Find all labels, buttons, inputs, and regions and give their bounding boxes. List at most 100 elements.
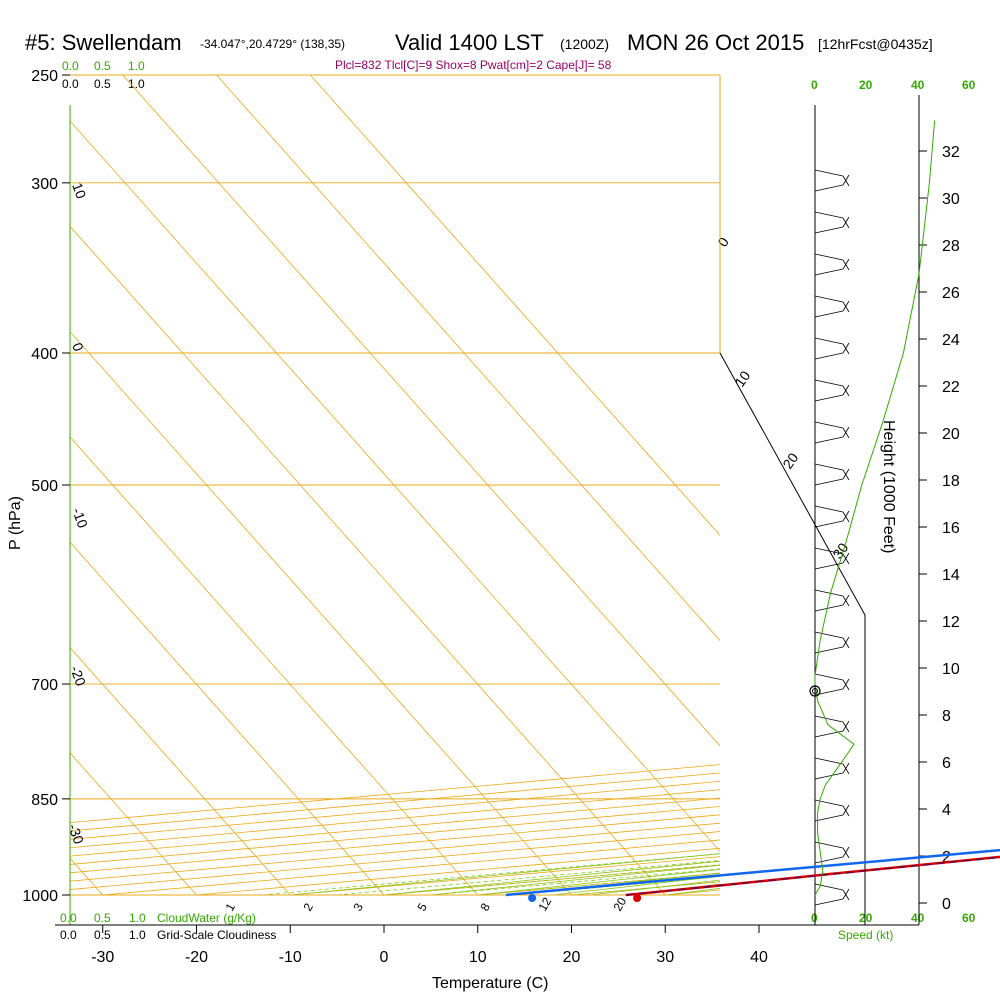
- height-tick-label: 4: [942, 802, 951, 819]
- cloudwater-label: CloudWater (g/Kg): [157, 911, 256, 925]
- cloud-green-b0: 0.0: [60, 911, 77, 925]
- height-tick-label: 26: [942, 285, 960, 302]
- wind-barb: [814, 352, 844, 360]
- wind-barb-flag: [842, 594, 850, 606]
- wind-barb-flag: [842, 343, 850, 355]
- wind-barb: [814, 730, 844, 738]
- wind-barb: [814, 772, 844, 780]
- height-tick-label: 22: [942, 379, 960, 396]
- wind-barb-flag: [842, 300, 850, 312]
- wind-barb: [814, 646, 844, 654]
- x-tick-label: 20: [563, 949, 581, 966]
- x-tick-label: -10: [279, 949, 302, 966]
- isotherm-label: -20: [67, 664, 89, 689]
- wind-barb: [814, 856, 844, 864]
- freezing-level-marker: [809, 685, 821, 697]
- wind-barb-flag: [842, 721, 850, 733]
- wind-barb-flag: [842, 469, 850, 481]
- wind-barb-flag: [842, 552, 850, 564]
- station-coords: -34.047°,20.4729° (138,35): [200, 37, 345, 51]
- mixing-ratio-label: 12: [535, 895, 554, 914]
- x-axis-ticks: -30 -20 -10 0 10 20 30 40: [91, 925, 768, 966]
- cloud-black-b1: 0.5: [94, 928, 111, 942]
- wind-barb-flag: [842, 637, 850, 649]
- y-axis-ticks: 1000 850 700 500 400 300 250: [22, 68, 70, 905]
- wind-barb: [814, 337, 844, 345]
- cloud-black-b2: 1.0: [129, 928, 146, 942]
- height-tick-label: 10: [942, 661, 960, 678]
- wind-barb-flag: [842, 427, 850, 439]
- wind-barb-flag: [842, 888, 850, 900]
- dry-adiabat-line: [70, 646, 291, 895]
- mixing-ratio-line: [515, 876, 720, 895]
- y-tick-label: 850: [31, 792, 58, 809]
- height-tick-label: 18: [942, 473, 960, 490]
- isotherm-label: 20: [779, 450, 801, 472]
- cloud-scale-bottom: 0.0 0.5 1.0 CloudWater (g/Kg) 0.0 0.5 1.…: [60, 911, 276, 942]
- mixing-ratio-line: [477, 872, 720, 895]
- wind-barb: [814, 589, 844, 597]
- wind-barb: [814, 547, 844, 555]
- height-tick-label: 30: [942, 191, 960, 208]
- mixing-ratio-labels: 1 2 3 5 8 12 20: [222, 895, 629, 914]
- wind-barb: [814, 436, 844, 444]
- wind-barb-flag: [842, 301, 850, 313]
- x-tick-label: 0: [380, 949, 389, 966]
- wind-barb-flag: [842, 636, 850, 648]
- wind-barb-flag: [842, 468, 850, 480]
- speed-tick-top-0: 0: [811, 78, 818, 92]
- wind-barb-flag: [842, 889, 850, 901]
- wind-barb: [814, 631, 844, 639]
- x-tick-label: -30: [91, 949, 114, 966]
- height-tick-label: 12: [942, 614, 960, 631]
- speed-tick-bot-1: 20: [859, 911, 873, 925]
- cloud-black-0: 0.0: [62, 77, 79, 91]
- wind-barb-flag: [842, 384, 850, 396]
- stability-indices: Plcl=832 Tlcl[C]=9 Shox=8 Pwat[cm]=2 Cap…: [335, 58, 612, 72]
- wind-barb: [814, 463, 844, 471]
- wind-barb: [814, 505, 844, 513]
- cloud-green-2: 1.0: [128, 59, 145, 73]
- dry-adiabat-line: [70, 752, 197, 895]
- cloudiness-label: Grid-Scale Cloudiness: [157, 928, 276, 942]
- height-tick-label: 16: [942, 520, 960, 537]
- isobar-lines: [70, 74, 720, 896]
- height-tick-label: 14: [942, 567, 960, 584]
- cloud-scale-top: 0.0 0.5 1.0 0.0 0.5 1.0: [62, 59, 145, 91]
- dry-adiabat-line: [0, 75, 9, 895]
- isotherm-line: [759, 75, 1000, 895]
- wind-barb: [814, 604, 844, 612]
- y-tick-label: 250: [31, 68, 58, 85]
- speed-scale: 0 20 40 60 0 20 40 60 Speed (kt): [811, 78, 976, 942]
- wind-barb-flag: [842, 511, 850, 523]
- speed-tick-bot-2: 40: [911, 911, 925, 925]
- height-tick-label: 0: [942, 896, 951, 913]
- wind-barb-flag: [842, 678, 850, 690]
- mixing-ratio-label: 2: [300, 900, 316, 913]
- station-name: #5: Swellendam: [25, 30, 182, 55]
- mixing-ratio-line: [337, 860, 720, 895]
- wind-barb: [814, 898, 844, 906]
- wind-barb: [814, 757, 844, 765]
- speed-tick-top-3: 60: [962, 78, 976, 92]
- height-tick-label: 24: [942, 332, 960, 349]
- wind-barb: [814, 268, 844, 276]
- wind-barb: [814, 520, 844, 528]
- wind-barb-flag: [842, 595, 850, 607]
- height-tick-label: 2: [942, 849, 951, 866]
- mixing-ratio-label: 20: [610, 895, 629, 914]
- wind-barb: [814, 184, 844, 192]
- wind-barb: [814, 883, 844, 891]
- speed-label: Speed (kt): [838, 928, 893, 942]
- valid-time: Valid 1400 LST: [395, 30, 544, 55]
- surface-temperature-dot: [633, 894, 642, 902]
- surface-dewpoint-dot: [528, 894, 537, 902]
- wind-barb-flag: [842, 804, 850, 816]
- wind-barb: [814, 379, 844, 387]
- dry-adiabat-line: [70, 541, 385, 895]
- mixing-ratio-label: 3: [350, 900, 366, 913]
- wind-barb: [814, 841, 844, 849]
- height-tick-label: 8: [942, 708, 951, 725]
- wind-barb: [814, 295, 844, 303]
